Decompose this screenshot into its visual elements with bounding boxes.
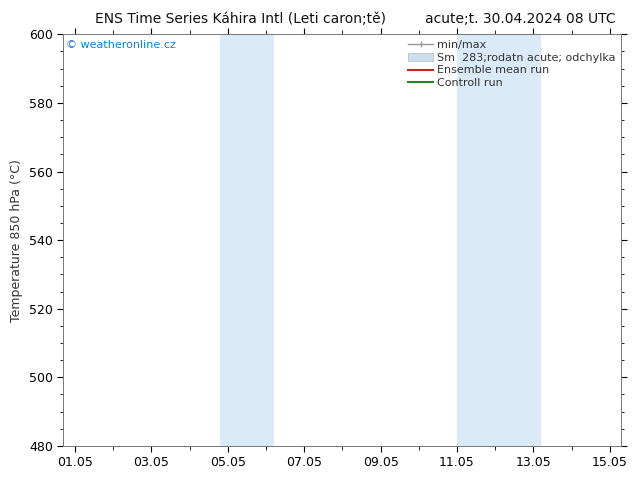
Text: acute;t. 30.04.2024 08 UTC: acute;t. 30.04.2024 08 UTC	[425, 12, 615, 26]
Text: © weatheronline.cz: © weatheronline.cz	[66, 41, 176, 50]
Y-axis label: Temperature 850 hPa (°C): Temperature 850 hPa (°C)	[10, 159, 23, 321]
Bar	[220, 34, 274, 446]
Bar	[457, 34, 541, 446]
Text: ENS Time Series Káhira Intl (Leti caron;tě): ENS Time Series Káhira Intl (Leti caron;…	[96, 12, 386, 26]
Legend: min/max, Sm  283;rodatn acute; odchylka, Ensemble mean run, Controll run: min/max, Sm 283;rodatn acute; odchylka, …	[405, 37, 619, 92]
